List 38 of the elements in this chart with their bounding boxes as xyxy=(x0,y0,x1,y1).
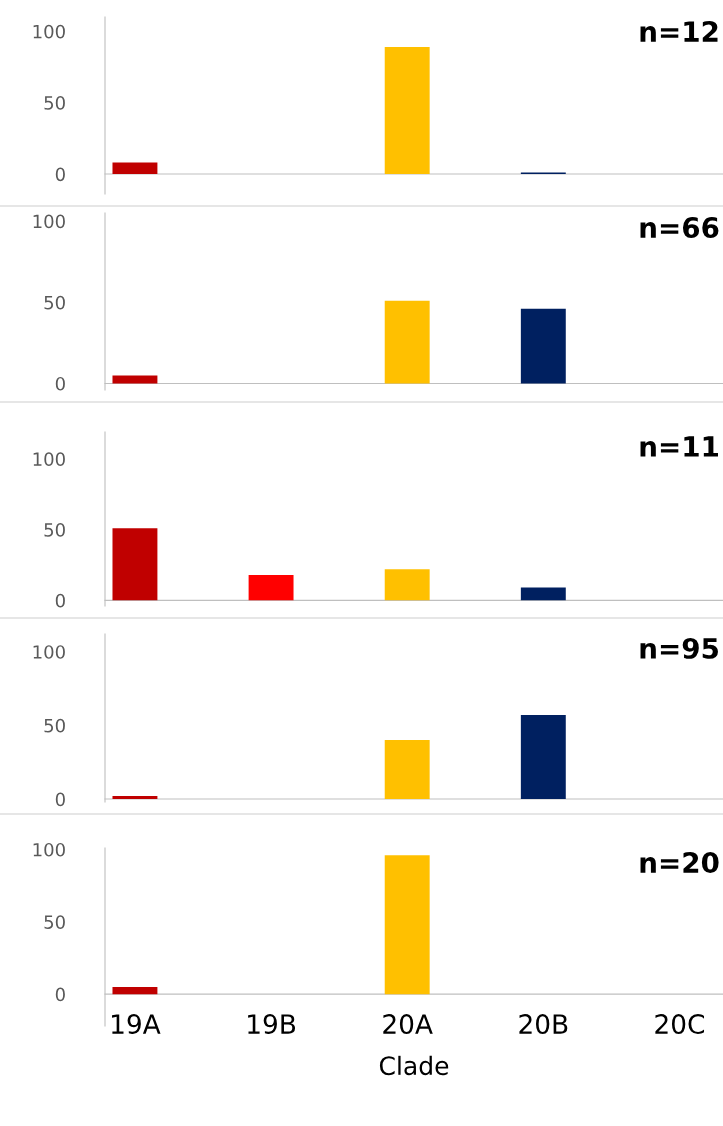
bar xyxy=(520,587,566,601)
annotation: n=66 xyxy=(640,217,719,239)
annotation: n=11 xyxy=(640,436,718,457)
x-tick-label: 20B xyxy=(519,1014,568,1035)
bar xyxy=(384,300,430,384)
bar xyxy=(112,162,158,175)
y-tick-label: 100 xyxy=(33,214,65,229)
bar xyxy=(384,740,430,800)
y-tick-label: 100 xyxy=(33,842,65,857)
y-tick-label: 50 xyxy=(44,915,65,929)
y-tick-label: 0 xyxy=(55,376,65,391)
y-tick-label: 100 xyxy=(33,452,65,466)
y-tick-label: 50 xyxy=(44,96,65,110)
x-tick-label: 19A xyxy=(112,1014,161,1035)
annotation: n=12 xyxy=(640,21,718,42)
y-tick-label: 50 xyxy=(44,718,65,733)
y-tick-label: 0 xyxy=(55,593,65,608)
y-tick-label: 100 xyxy=(33,24,65,39)
y-tick-label: 0 xyxy=(55,167,65,182)
x-axis-title: Clade xyxy=(379,1055,449,1076)
y-tick-label: 50 xyxy=(44,295,65,310)
x-tick-label: 20A xyxy=(383,1014,433,1035)
y-tick-label: 0 xyxy=(55,987,65,1002)
y-tick-label: 0 xyxy=(55,792,65,807)
bar xyxy=(112,528,158,601)
y-tick-label: 100 xyxy=(33,645,65,659)
bar xyxy=(112,796,158,800)
bar xyxy=(384,46,430,175)
bar xyxy=(520,308,566,384)
y-tick-label: 50 xyxy=(44,523,65,537)
x-tick-label: 20C xyxy=(655,1014,705,1035)
bar xyxy=(384,569,430,601)
annotation: n=20 xyxy=(640,852,719,874)
bar xyxy=(248,574,294,601)
bar xyxy=(112,375,158,384)
bar xyxy=(520,715,566,800)
annotation: n=95 xyxy=(640,637,718,659)
x-tick-label: 19B xyxy=(248,1014,296,1035)
